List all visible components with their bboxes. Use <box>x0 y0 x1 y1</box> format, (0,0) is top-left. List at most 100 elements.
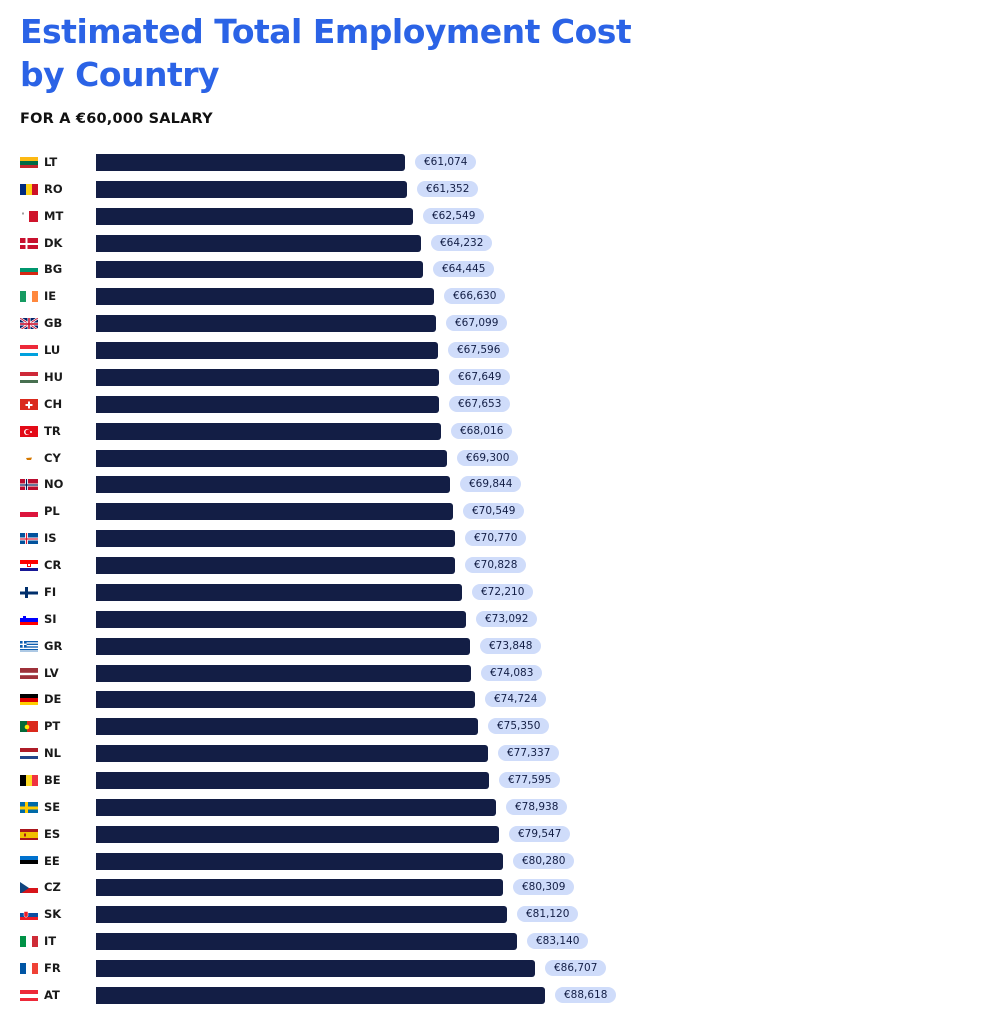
italy-flag-icon <box>20 935 38 947</box>
turkey-flag-icon <box>20 425 38 437</box>
ireland-flag-icon <box>20 290 38 302</box>
bar-cr <box>96 557 455 574</box>
value-label: €67,099 <box>446 315 508 331</box>
value-label: €66,630 <box>444 288 506 304</box>
value-label: €69,300 <box>457 450 519 466</box>
belgium-flag-icon <box>20 774 38 786</box>
country-code-label: IT <box>44 934 57 948</box>
country-code-label: BG <box>44 262 63 276</box>
country-code-label: IS <box>44 531 57 545</box>
malta-flag-icon <box>20 210 38 222</box>
netherlands-flag-icon <box>20 747 38 759</box>
country-code-label: GB <box>44 316 63 330</box>
country-code-label: RO <box>44 182 63 196</box>
bulgaria-flag-icon <box>20 263 38 275</box>
value-label: €64,445 <box>433 261 495 277</box>
country-code-label: DE <box>44 692 62 706</box>
denmark-flag-icon <box>20 237 38 249</box>
bar-gr <box>96 638 470 655</box>
value-label: €83,140 <box>527 933 589 949</box>
bar-cz <box>96 879 503 896</box>
country-code-label: LV <box>44 666 59 680</box>
bar-pl <box>96 503 453 520</box>
value-label: €67,649 <box>449 369 511 385</box>
country-code-label: SE <box>44 800 61 814</box>
bar-at <box>96 987 545 1004</box>
country-code-label: CZ <box>44 880 61 894</box>
country-code-label: FI <box>44 585 57 599</box>
value-label: €77,595 <box>499 772 561 788</box>
bar-fi <box>96 584 462 601</box>
country-code-label: BE <box>44 773 61 787</box>
germany-flag-icon <box>20 693 38 705</box>
value-label: €67,596 <box>448 342 510 358</box>
croatia-flag-icon <box>20 559 38 571</box>
value-label: €86,707 <box>545 960 607 976</box>
bar-gb <box>96 315 436 332</box>
value-label: €70,549 <box>463 503 525 519</box>
country-code-label: HU <box>44 370 63 384</box>
romania-flag-icon <box>20 183 38 195</box>
value-label: €79,547 <box>509 826 571 842</box>
czechia-flag-icon <box>20 881 38 893</box>
bar-be <box>96 772 489 789</box>
country-code-label: FR <box>44 961 61 975</box>
value-label: €80,309 <box>513 879 575 895</box>
bar-lu <box>96 342 438 359</box>
country-code-label: AT <box>44 988 60 1002</box>
value-label: €78,938 <box>506 799 568 815</box>
country-code-label: PL <box>44 504 60 518</box>
country-code-label: PT <box>44 719 61 733</box>
value-label: €75,350 <box>488 718 550 734</box>
country-code-label: CR <box>44 558 62 572</box>
bar-ie <box>96 288 434 305</box>
value-label: €61,352 <box>417 181 479 197</box>
country-code-label: NO <box>44 477 64 491</box>
country-code-label: GR <box>44 639 63 653</box>
cyprus-flag-icon <box>20 452 38 464</box>
value-label: €73,092 <box>476 611 538 627</box>
value-label: €74,724 <box>485 691 547 707</box>
bar-se <box>96 799 496 816</box>
bar-fr <box>96 960 535 977</box>
france-flag-icon <box>20 962 38 974</box>
chart-subtitle: FOR A €60,000 SALARY <box>20 111 213 127</box>
iceland-flag-icon <box>20 532 38 544</box>
value-label: €61,074 <box>415 154 477 170</box>
spain-flag-icon <box>20 828 38 840</box>
country-code-label: SI <box>44 612 57 626</box>
country-code-label: CH <box>44 397 63 411</box>
bar-tr <box>96 423 441 440</box>
country-code-label: LT <box>44 155 58 169</box>
value-label: €64,232 <box>431 235 493 251</box>
bar-lt <box>96 154 405 171</box>
bar-de <box>96 691 475 708</box>
bar-ch <box>96 396 439 413</box>
norway-flag-icon <box>20 478 38 490</box>
value-label: €68,016 <box>451 423 513 439</box>
value-label: €70,828 <box>465 557 527 573</box>
value-label: €73,848 <box>480 638 542 654</box>
bar-pt <box>96 718 478 735</box>
austria-flag-icon <box>20 989 38 1001</box>
value-label: €70,770 <box>465 530 527 546</box>
country-code-label: SK <box>44 907 62 921</box>
value-label: €72,210 <box>472 584 534 600</box>
bar-no <box>96 476 450 493</box>
bar-mt <box>96 208 413 225</box>
portugal-flag-icon <box>20 720 38 732</box>
bar-dk <box>96 235 421 252</box>
bar-nl <box>96 745 488 762</box>
bar-cy <box>96 450 447 467</box>
value-label: €74,083 <box>481 665 543 681</box>
sweden-flag-icon <box>20 801 38 813</box>
country-code-label: ES <box>44 827 61 841</box>
bar-bg <box>96 261 423 278</box>
switzerland-flag-icon <box>20 398 38 410</box>
slovakia-flag-icon <box>20 908 38 920</box>
value-label: €88,618 <box>555 987 617 1003</box>
bar-it <box>96 933 517 950</box>
latvia-flag-icon <box>20 667 38 679</box>
bar-ro <box>96 181 407 198</box>
hungary-flag-icon <box>20 371 38 383</box>
